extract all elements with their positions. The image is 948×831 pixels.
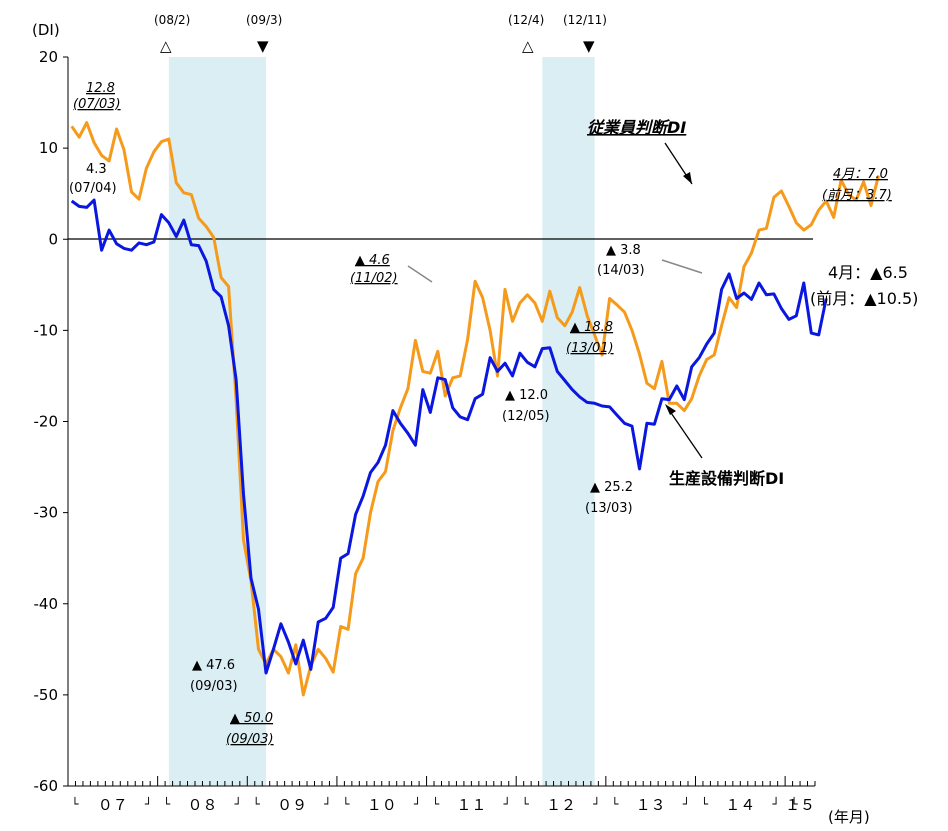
series-lines [70,121,880,697]
employment-arrow-head [683,172,692,184]
recession1-start-marker: △ [160,37,172,55]
equipment-arrow [666,406,703,459]
employment-series-label: 従業員判断DI [587,118,686,137]
y-tick-label: -20 [34,413,59,431]
eq-2014-peak-value: ▲ 3.8 [606,243,641,258]
x-year-bracket: ┘ [144,796,152,811]
emp-2009-trough-value: ▲ 50.0 [230,711,273,726]
eq-latest-value: 4月：▲6.5 [828,263,908,282]
emp-2013-trough-value: ▲ 18.8 [570,320,613,335]
emp-2013-trough-date: (13/01) [566,341,614,356]
series-line-employment [70,121,880,697]
y-tick-label: -40 [34,595,59,613]
eq-2012-peak-date: (12/05) [502,409,550,424]
recession2-end-marker: ▼ [583,37,595,55]
x-year-bracket: └ [71,796,79,811]
recession-band-1 [168,57,266,786]
emp-previous-value: (前月：3.7) [822,188,892,203]
x-year-bracket: └ [342,796,350,811]
y-tick-label: 20 [39,48,58,66]
y-tick-label: 0 [48,230,58,248]
eq-2014-leader-line [661,259,703,274]
recession-shading [168,57,595,786]
recession2-end-date: (12/11) [563,13,607,27]
x-year-bracket: ┘ [592,796,600,811]
eq-2007-peak-date: (07/04) [69,181,117,196]
y-unit-label: (DI) [32,21,60,39]
x-year-label: ０９ [277,796,307,814]
x-year-label: １３ [636,796,666,814]
eq-2012-peak-value: ▲ 12.0 [505,388,548,403]
equipment-arrow-head [665,404,676,415]
emp-2011-peak-value: ▲ 4.6 [355,253,390,268]
x-year-label: ０８ [187,796,217,814]
eq-2009-trough-date: (09/03) [190,679,238,694]
eq-2007-peak-value: 4.3 [86,162,107,177]
recession1-start-date: (08/2) [154,13,190,27]
y-tick-label: -10 [34,321,59,339]
x-year-bracket: ┘ [772,796,780,811]
eq-previous-value: (前月：▲10.5) [810,289,918,308]
x-year-label: ０７ [98,796,128,814]
emp-2009-trough-date: (09/03) [226,732,274,747]
x-year-label: １５ [785,796,815,814]
y-tick-label: -50 [34,686,59,704]
x-year-bracket: ┘ [682,796,690,811]
emp-2011-leader-line [407,265,433,283]
x-year-label: １１ [456,796,486,814]
x-year-bracket: ┘ [413,796,421,811]
x-year-bracket: └ [701,796,709,811]
recession-band-2 [542,57,595,786]
y-tick-label: 10 [39,139,58,157]
x-year-bracket: └ [432,796,440,811]
recession1-end-date: (09/3) [246,13,282,27]
x-year-bracket: ┘ [323,796,331,811]
x-year-bracket: ┘ [234,796,242,811]
eq-2014-peak-date: (14/03) [597,263,645,278]
recession2-start-date: (12/4) [508,13,544,27]
x-year-label: １０ [367,796,397,814]
x-year-bracket: └ [253,796,261,811]
x-unit-label: (年月) [828,808,870,826]
y-tick-label: -30 [34,504,59,522]
y-tick-labels: 20 10 0 -10 -20 -30 -40 -50 -60 [34,48,68,795]
eq-2013-trough-value: ▲ 25.2 [590,480,633,495]
emp-2011-peak-date: (11/02) [350,271,398,286]
series-line-equipment [70,198,828,675]
emp-2007-peak-value: 12.8 [86,81,115,96]
emp-latest-value: 4月：7.0 [833,167,888,182]
x-tick-marks: ０７└ ０８┘ └ ０９┘ └ １０┘ └ １１┘ └ １２┘ └ １３┘ └ １４┘ └ １５┘ └ [67,776,816,814]
x-year-label: １２ [546,796,576,814]
x-year-bracket: ┘ [503,796,511,811]
recession1-end-marker: ▼ [257,37,269,55]
equipment-series-label: 生産設備判断DI [669,469,784,488]
x-year-label: １４ [725,796,755,814]
x-year-bracket: └ [791,796,799,811]
x-year-bracket: └ [522,796,530,811]
emp-2007-peak-date: (07/03) [73,97,121,112]
recession2-start-marker: △ [522,37,534,55]
x-year-bracket: └ [611,796,619,811]
eq-2009-trough-value: ▲ 47.6 [192,658,235,673]
eq-2013-trough-date: (13/03) [585,501,633,516]
x-year-bracket: └ [163,796,171,811]
y-tick-label: -60 [34,777,59,795]
